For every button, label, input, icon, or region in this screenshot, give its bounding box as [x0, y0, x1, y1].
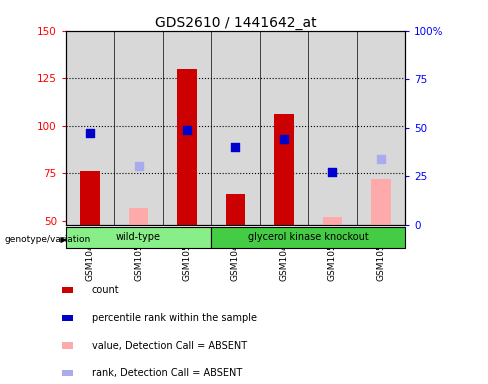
Bar	[61, 315, 74, 321]
Text: glycerol kinase knockout: glycerol kinase knockout	[248, 232, 368, 242]
Bar	[274, 114, 294, 225]
Bar	[61, 343, 74, 349]
Text: rank, Detection Call = ABSENT: rank, Detection Call = ABSENT	[92, 368, 242, 378]
Point	[86, 131, 94, 137]
Point	[280, 136, 288, 142]
Text: value, Detection Call = ABSENT: value, Detection Call = ABSENT	[92, 341, 247, 351]
Text: wild-type: wild-type	[116, 232, 161, 242]
Text: count: count	[92, 285, 120, 295]
Bar	[61, 370, 74, 376]
Bar	[61, 287, 74, 293]
Bar	[308, 31, 357, 225]
Bar	[323, 217, 342, 225]
Text: genotype/variation: genotype/variation	[5, 235, 91, 245]
Point	[135, 164, 142, 170]
Bar	[357, 31, 405, 225]
Point	[232, 144, 240, 150]
Bar	[177, 69, 197, 225]
Bar	[226, 194, 245, 225]
Bar	[129, 207, 148, 225]
Bar	[211, 31, 260, 225]
Bar	[114, 31, 163, 225]
FancyBboxPatch shape	[66, 227, 211, 248]
FancyBboxPatch shape	[211, 227, 405, 248]
Point	[183, 127, 191, 133]
Text: percentile rank within the sample: percentile rank within the sample	[92, 313, 257, 323]
Bar	[66, 31, 114, 225]
Point	[377, 156, 385, 162]
Bar	[163, 31, 211, 225]
Bar	[81, 171, 100, 225]
Title: GDS2610 / 1441642_at: GDS2610 / 1441642_at	[155, 16, 316, 30]
Bar	[260, 31, 308, 225]
Bar	[371, 179, 390, 225]
Point	[328, 169, 336, 175]
